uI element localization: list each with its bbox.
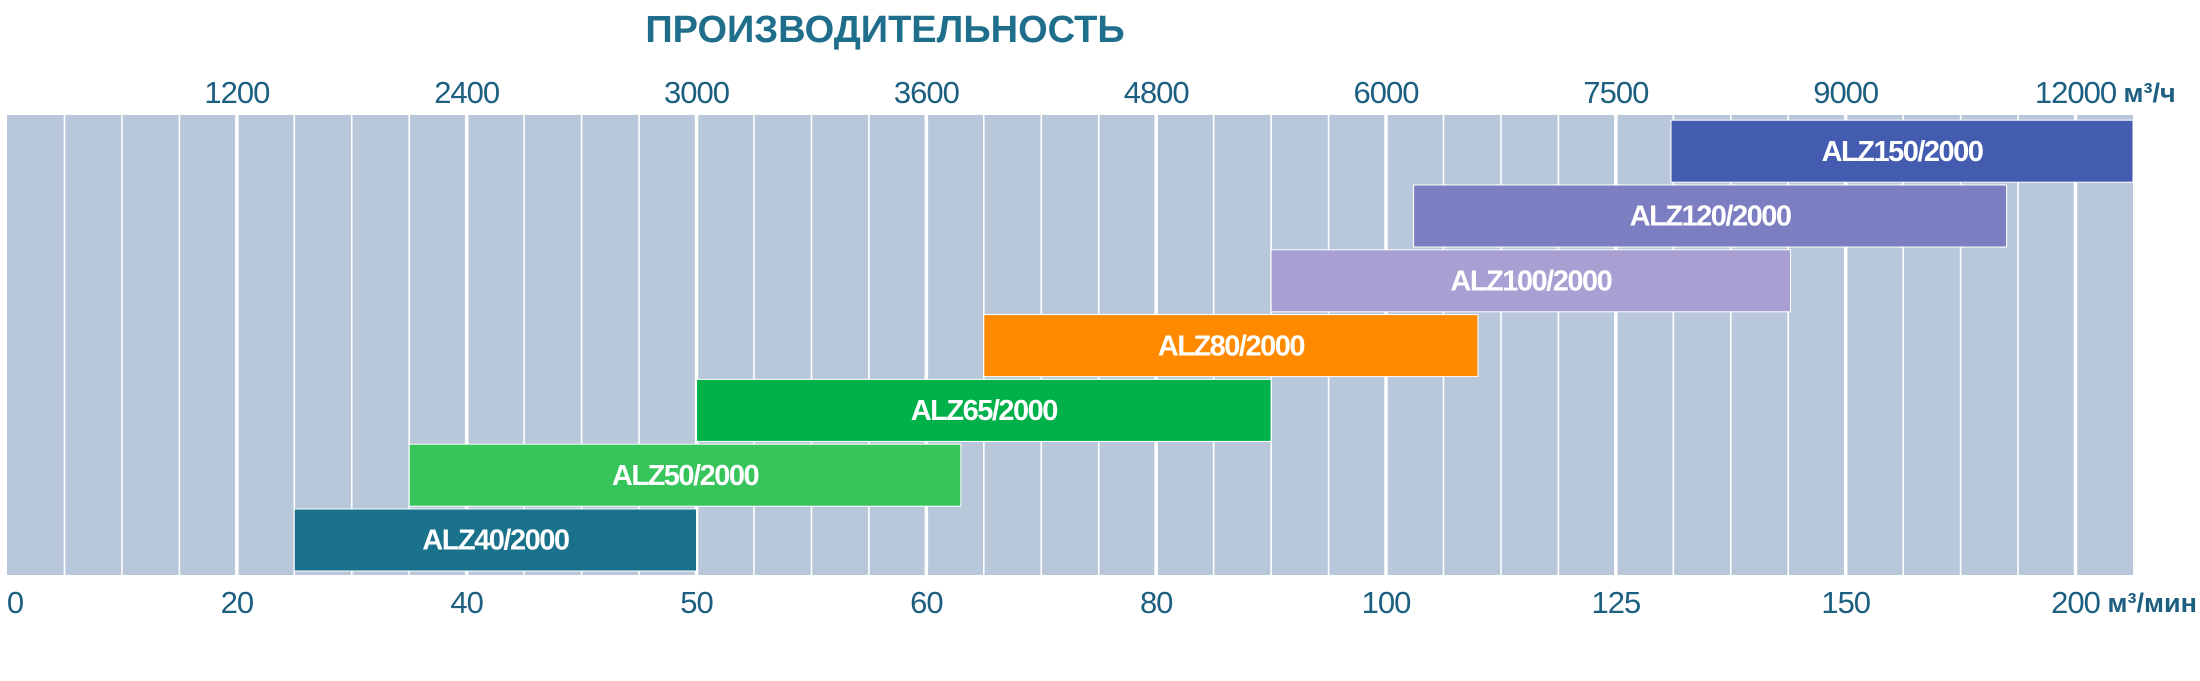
x-tick-label: 50 <box>680 585 713 620</box>
x2-unit: м³/ч <box>2124 78 2176 108</box>
x-tick-label: 200 <box>2051 585 2100 620</box>
bar-label: ALZ120/2000 <box>1630 201 1791 233</box>
x-tick-label: 20 <box>221 585 254 620</box>
x2-tick-label: 4800 <box>1124 75 1190 110</box>
bar-label: ALZ100/2000 <box>1450 265 1611 297</box>
x-tick-label: 80 <box>1140 585 1173 620</box>
x2-tick-label: 2400 <box>434 75 500 110</box>
x2-tick-label: 6000 <box>1354 75 1420 110</box>
x-tick-label: 60 <box>910 585 943 620</box>
chart-title: ПРОИЗВОДИТЕЛЬНОСТЬ <box>645 9 1124 51</box>
x-tick-label: 40 <box>450 585 483 620</box>
bar-label: ALZ80/2000 <box>1158 330 1305 362</box>
x-unit: м³/мин <box>2108 588 2197 618</box>
x2-tick-label: 7500 <box>1583 75 1649 110</box>
range-bar <box>1413 184 2008 248</box>
range-bar <box>408 443 962 507</box>
x-tick-label: 125 <box>1591 585 1640 620</box>
x-tick-label: 100 <box>1362 585 1411 620</box>
range-bar <box>983 314 1479 378</box>
bar-label: ALZ150/2000 <box>1822 136 1983 168</box>
range-bar <box>293 508 698 572</box>
x-tick-label: 0 <box>7 585 24 620</box>
range-bar <box>1670 119 2134 183</box>
x2-tick-label: 3000 <box>664 75 730 110</box>
x2-tick-label: 12000 <box>2035 75 2117 110</box>
bar-label: ALZ50/2000 <box>612 460 759 492</box>
range-bar <box>696 378 1272 442</box>
range-bar <box>1270 249 1792 313</box>
x2-tick-label: 3600 <box>894 75 960 110</box>
x-tick-label: 150 <box>1821 585 1870 620</box>
x2-tick-label: 9000 <box>1813 75 1879 110</box>
x2-tick-label: 1200 <box>204 75 270 110</box>
bar-label: ALZ65/2000 <box>911 395 1058 427</box>
bar-label: ALZ40/2000 <box>422 525 569 557</box>
